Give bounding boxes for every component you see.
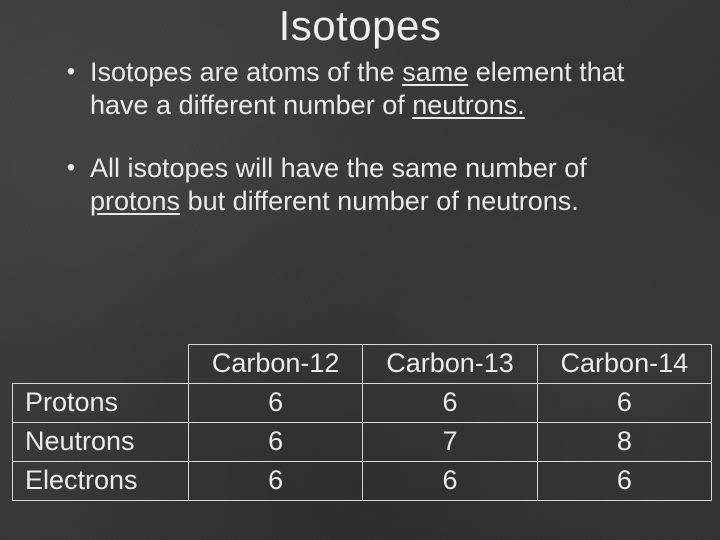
bullet-item: • All isotopes will have the same number… [52, 152, 668, 218]
table-row-header: Protons [13, 384, 189, 423]
isotope-table: Carbon-12 Carbon-13 Carbon-14 Protons 6 … [12, 344, 712, 501]
table: Carbon-12 Carbon-13 Carbon-14 Protons 6 … [12, 344, 712, 501]
table-cell: 6 [537, 384, 711, 423]
text-underline: protons [90, 186, 180, 216]
bullet-item: • Isotopes are atoms of the same element… [52, 56, 668, 122]
bullet-dot-icon: • [52, 152, 90, 184]
slide: Isotopes • Isotopes are atoms of the sam… [0, 0, 720, 540]
table-cell: 6 [363, 384, 537, 423]
table-cell: 7 [363, 423, 537, 462]
table-cell: 6 [189, 462, 363, 501]
table-header-row: Carbon-12 Carbon-13 Carbon-14 [13, 345, 712, 384]
text-underline: neutrons. [412, 90, 525, 120]
bullet-list: • Isotopes are atoms of the same element… [0, 50, 720, 218]
table-row: Neutrons 6 7 8 [13, 423, 712, 462]
table-row: Protons 6 6 6 [13, 384, 712, 423]
table-cell: 8 [537, 423, 711, 462]
table-col-header: Carbon-12 [189, 345, 363, 384]
table-cell: 6 [189, 423, 363, 462]
slide-title: Isotopes [0, 0, 720, 50]
table-cell: 6 [537, 462, 711, 501]
text-run: All isotopes will have the same number o… [90, 153, 587, 183]
bullet-dot-icon: • [52, 56, 90, 88]
table-row: Electrons 6 6 6 [13, 462, 712, 501]
text-run: but different number of neutrons. [180, 186, 579, 216]
text-underline: same [402, 57, 468, 87]
table-row-header: Electrons [13, 462, 189, 501]
table-col-header: Carbon-13 [363, 345, 537, 384]
bullet-text: Isotopes are atoms of the same element t… [90, 56, 668, 122]
bullet-text: All isotopes will have the same number o… [90, 152, 668, 218]
table-col-header: Carbon-14 [537, 345, 711, 384]
table-corner-cell [13, 345, 189, 384]
table-cell: 6 [363, 462, 537, 501]
table-row-header: Neutrons [13, 423, 189, 462]
text-run: Isotopes are atoms of the [90, 57, 402, 87]
table-cell: 6 [189, 384, 363, 423]
